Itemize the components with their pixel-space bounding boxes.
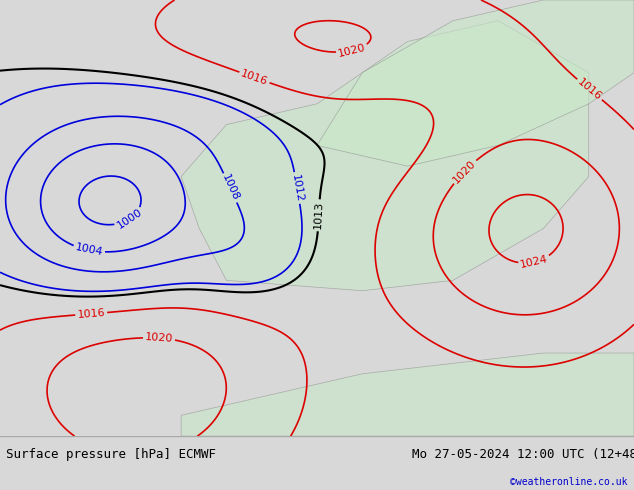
- Text: 1016: 1016: [576, 77, 604, 102]
- Text: ©weatheronline.co.uk: ©weatheronline.co.uk: [510, 477, 628, 487]
- Polygon shape: [181, 353, 634, 436]
- Polygon shape: [317, 0, 634, 166]
- Text: Mo 27-05-2024 12:00 UTC (12+48): Mo 27-05-2024 12:00 UTC (12+48): [412, 448, 634, 462]
- Text: 1012: 1012: [290, 173, 304, 203]
- Text: 1020: 1020: [337, 42, 367, 58]
- Text: 1004: 1004: [74, 243, 104, 258]
- Text: 1020: 1020: [451, 158, 478, 185]
- Text: 1016: 1016: [77, 308, 105, 320]
- Polygon shape: [181, 21, 589, 291]
- Text: Surface pressure [hPa] ECMWF: Surface pressure [hPa] ECMWF: [6, 448, 216, 462]
- Text: 1020: 1020: [145, 332, 173, 344]
- Text: 1016: 1016: [240, 68, 269, 87]
- Text: 1008: 1008: [220, 173, 240, 203]
- Text: 1024: 1024: [519, 254, 549, 270]
- Text: 1000: 1000: [115, 207, 144, 231]
- Text: 1013: 1013: [313, 201, 325, 230]
